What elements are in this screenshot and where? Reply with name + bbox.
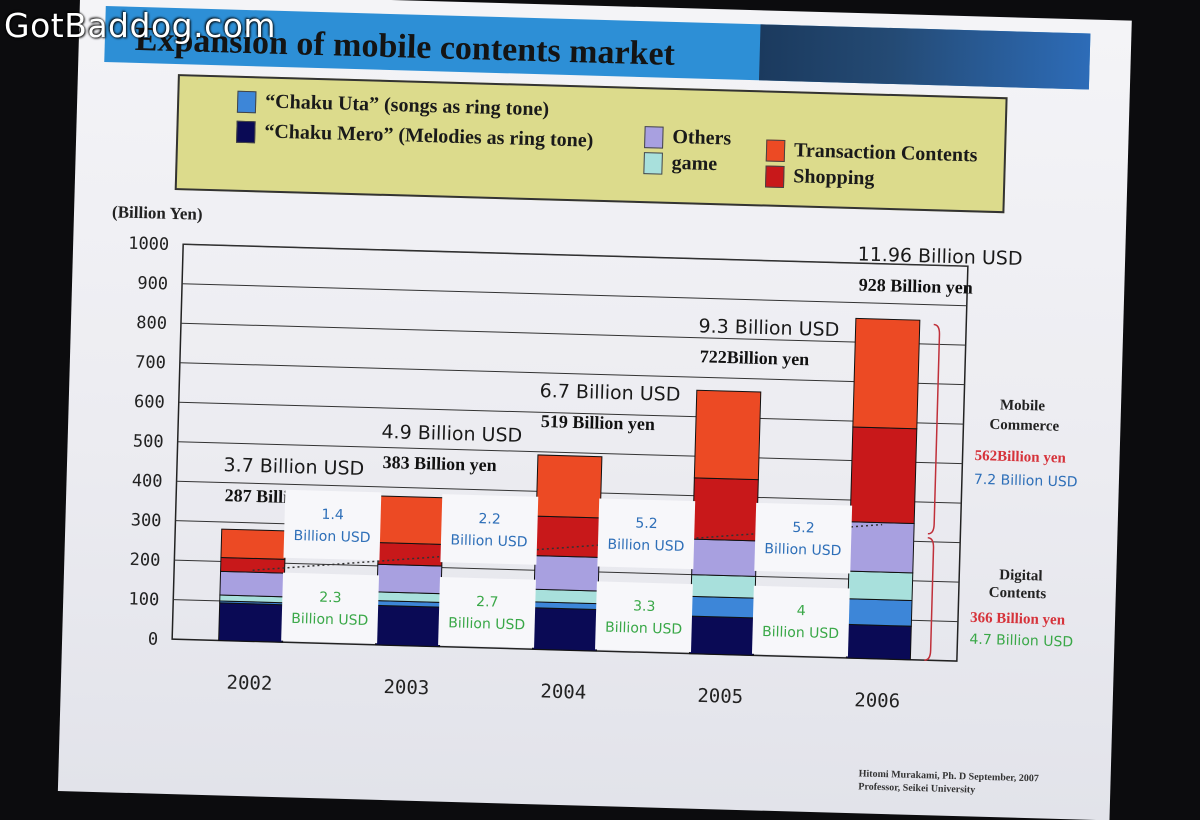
y-tick-label: 100 — [128, 589, 159, 610]
y-tick-label: 300 — [130, 510, 161, 531]
y-tick-label: 900 — [137, 274, 168, 295]
total-yen-label: 383 Billion yen — [382, 452, 497, 475]
bar-segment-shopping — [377, 542, 443, 567]
y-tick-label: 800 — [136, 313, 167, 334]
y-tick-label: 200 — [129, 550, 160, 571]
commerce-callout-box — [597, 498, 696, 570]
total-usd-label: 4.9 Billion USD — [381, 421, 522, 447]
bar-segment-others — [691, 538, 758, 577]
digital-callout-unit: Billion USD — [291, 611, 368, 629]
commerce-callout-value: 1.4 — [321, 507, 344, 524]
digital-callout-unit: Billion USD — [605, 620, 682, 638]
digital-contents-label-1: Digital — [999, 567, 1043, 584]
y-tick-label: 700 — [135, 352, 166, 373]
bar-segment-game — [690, 574, 757, 599]
gridline — [180, 322, 966, 346]
commerce-callout-box — [283, 489, 382, 561]
digital-callout-box — [438, 577, 536, 648]
bar-segment-others — [848, 521, 915, 574]
bar-segment-game — [847, 570, 914, 602]
digital-callout-value: 3.3 — [633, 598, 656, 615]
total-usd-label: 6.7 Billion USD — [539, 380, 680, 406]
mobile-commerce-label-2: Commerce — [989, 417, 1059, 435]
total-yen-label: 722Billion yen — [699, 346, 809, 369]
gridline — [178, 401, 964, 425]
bar-segment-chaku_mero — [845, 623, 912, 661]
bar-segment-game — [533, 588, 599, 605]
gridline — [177, 441, 963, 465]
bar-segment-transaction — [220, 528, 287, 560]
total-yen-label: 519 Billion yen — [541, 411, 656, 434]
digital-callout-box — [751, 585, 850, 657]
total-usd-label: 11.96 Billion USD — [857, 243, 1022, 270]
bar-segment-transaction — [852, 317, 921, 430]
total-usd-label: 9.3 Billion USD — [698, 315, 839, 341]
total-yen-label: 928 Billion yen — [859, 274, 974, 297]
commerce-callout-box — [440, 494, 539, 565]
bar-segment-transaction — [535, 454, 603, 519]
watermark: GotBaddog.com — [4, 6, 277, 45]
mobile-commerce-usd: 7.2 Billion USD — [974, 472, 1078, 491]
commerce-callout-value: 2.2 — [478, 511, 501, 528]
bar-segment-others — [533, 555, 600, 592]
digital-callout-value: 2.3 — [319, 590, 342, 607]
commerce-callout-unit: Billion USD — [450, 532, 527, 550]
bar-segment-others — [376, 563, 443, 595]
bar-segment-chaku_mero — [218, 602, 285, 643]
digital-callout-value: 2.7 — [476, 594, 499, 611]
digital-callout-box — [281, 572, 380, 644]
bar-segment-transaction — [377, 495, 445, 545]
commerce-callout-box — [754, 502, 853, 574]
mobile-commerce-bracket — [927, 323, 941, 535]
commerce-callout-unit: Billion USD — [607, 537, 684, 555]
x-tick-label: 2006 — [854, 689, 900, 712]
commerce-callout-unit: Billion USD — [764, 541, 841, 559]
bar-segment-chaku_mero — [375, 604, 442, 648]
mobile-commerce-yen: 562Billion yen — [974, 448, 1066, 467]
digital-callout-unit: Billion USD — [448, 615, 525, 633]
gridline — [183, 243, 968, 267]
y-tick-label: 1000 — [128, 234, 169, 255]
gridline — [182, 283, 967, 307]
stacked-bar-chart: 0 100 200 300 400 500 600 700 800 900 1000 2002 2003… — [128, 234, 1078, 713]
gridline — [179, 362, 965, 386]
y-tick-label: 0 — [148, 629, 159, 649]
digital-callout-box — [595, 581, 693, 653]
slide: Expansion of mobile contents market “Cha… — [57, 0, 1132, 820]
bar-segment-shopping — [849, 426, 918, 525]
bar-segment-transaction — [693, 389, 762, 481]
bar-segment-shopping — [534, 515, 601, 558]
commerce-callout-value: 5.2 — [792, 520, 815, 537]
commerce-callout-value: 5.2 — [635, 516, 658, 533]
x-tick-label: 2005 — [697, 685, 743, 708]
y-tick-label: 600 — [134, 392, 165, 413]
x-tick-label: 2002 — [226, 672, 272, 695]
digital-callout-unit: Billion USD — [762, 624, 839, 642]
digital-contents-bracket — [924, 536, 935, 661]
mobile-commerce-label-1: Mobile — [1000, 397, 1046, 414]
bar-segment-chaku_uta — [689, 595, 756, 619]
y-tick-label: 500 — [133, 431, 164, 452]
bar-segment-chaku_uta — [846, 598, 913, 627]
digital-callout-value: 4 — [796, 603, 805, 619]
bar-segment-others — [219, 570, 286, 598]
digital-contents-yen: 366 Billion yen — [970, 610, 1066, 629]
bar-segment-chaku_mero — [531, 607, 599, 652]
x-tick-label: 2004 — [540, 680, 586, 703]
digital-contents-label-2: Contents — [989, 585, 1047, 603]
bar-segment-shopping — [692, 477, 759, 542]
x-tick-label: 2003 — [383, 676, 429, 699]
total-usd-label: 3.7 Billion USD — [223, 454, 364, 480]
y-tick-label: 400 — [132, 471, 163, 492]
commerce-callout-unit: Billion USD — [293, 528, 370, 546]
digital-contents-usd: 4.7 Billion USD — [969, 632, 1073, 651]
bar-segment-chaku_mero — [688, 615, 755, 656]
credit: Hitomi Murakami, Ph. D September, 2007 P… — [858, 767, 1039, 798]
